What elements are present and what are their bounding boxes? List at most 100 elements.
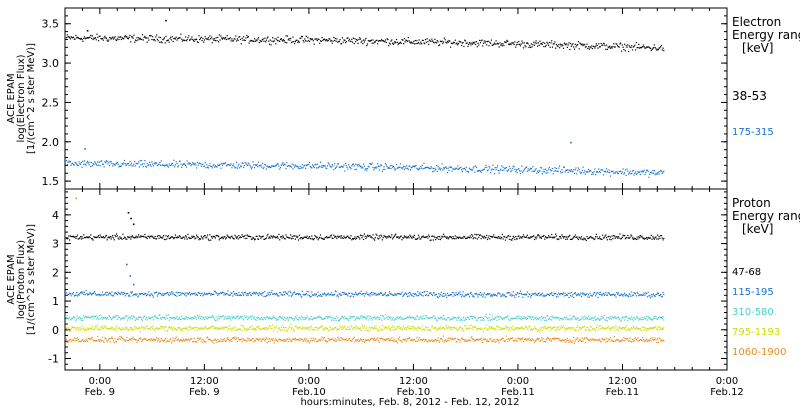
data-point: [348, 328, 350, 330]
data-point: [352, 238, 354, 240]
data-point: [396, 292, 398, 295]
data-point: [440, 168, 442, 170]
data-point: [415, 294, 417, 296]
data-point: [318, 237, 320, 239]
data-point: [233, 238, 235, 240]
data-point: [76, 37, 78, 39]
data-point: [268, 165, 271, 168]
data-point: [364, 329, 366, 331]
data-point: [533, 293, 535, 295]
data-point: [485, 314, 487, 316]
data-point: [339, 39, 341, 41]
data-point: [465, 166, 467, 168]
data-point: [624, 234, 626, 237]
data-point: [194, 292, 196, 294]
data-point: [631, 235, 633, 237]
data-point: [512, 165, 514, 167]
data-point: [157, 293, 159, 295]
data-point: [248, 42, 250, 44]
data-point: [210, 236, 213, 238]
data-point: [501, 294, 503, 296]
data-point: [501, 165, 503, 167]
data-point: [126, 326, 128, 329]
data-point: [583, 172, 585, 174]
data-point: [589, 169, 591, 172]
data-point: [119, 293, 121, 295]
data-point: [410, 169, 412, 171]
data-point: [247, 319, 249, 321]
data-point: [261, 316, 263, 319]
data-point: [607, 325, 609, 327]
data-point: [250, 238, 253, 240]
data-point: [208, 39, 210, 41]
data-point: [201, 327, 203, 329]
data-point: [239, 294, 241, 296]
data-point: [483, 40, 485, 42]
data-point: [490, 42, 492, 44]
data-point: [75, 162, 77, 164]
data-point: [646, 169, 648, 171]
data-point: [454, 294, 456, 297]
data-point: [87, 329, 89, 331]
data-point: [385, 41, 387, 44]
data-point: [641, 329, 643, 331]
data-point: [158, 314, 160, 316]
data-point: [69, 339, 71, 341]
data-point: [288, 38, 290, 40]
data-point: [276, 325, 278, 327]
data-point: [167, 236, 169, 238]
data-point: [428, 236, 430, 238]
data-point: [395, 294, 398, 296]
data-point: [660, 170, 663, 172]
data-point: [427, 237, 429, 239]
data-point: [594, 291, 596, 294]
data-point: [615, 325, 617, 327]
data-point: [351, 326, 353, 328]
data-point: [316, 237, 318, 239]
data-point: [341, 325, 343, 327]
data-point: [529, 317, 531, 319]
data-point: [75, 34, 77, 37]
data-point: [171, 328, 173, 330]
data-point: [208, 239, 210, 242]
data-point: [289, 327, 291, 329]
data-point: [228, 294, 230, 296]
data-point: [588, 315, 590, 317]
data-point: [578, 294, 580, 296]
data-point: [657, 317, 659, 319]
data-point: [382, 168, 384, 170]
data-point: [475, 43, 477, 46]
data-point: [79, 163, 81, 165]
data-point: [237, 39, 239, 41]
data-point: [596, 292, 598, 294]
data-point: [477, 328, 479, 330]
data-point: [162, 293, 164, 295]
data-point: [101, 38, 104, 40]
data-point: [122, 338, 124, 340]
data-point: [157, 40, 159, 42]
data-point: [152, 325, 155, 327]
data-point: [356, 294, 358, 296]
data-point: [310, 325, 312, 327]
data-point: [153, 292, 155, 294]
data-point: [304, 164, 306, 166]
data-point: [432, 235, 434, 237]
data-point: [317, 38, 319, 40]
data-point: [211, 167, 213, 169]
data-point: [315, 38, 317, 40]
data-point: [346, 328, 348, 330]
data-point: [479, 169, 481, 171]
data-point: [424, 236, 427, 238]
data-point: [224, 292, 226, 294]
data-point: [560, 237, 562, 239]
data-point: [482, 294, 485, 296]
data-point: [207, 293, 209, 295]
data-point: [526, 318, 528, 320]
data-point: [518, 295, 520, 298]
data-point: [498, 172, 500, 174]
data-point: [130, 339, 132, 341]
data-point: [243, 166, 245, 169]
data-point: [80, 291, 82, 294]
plot-frame: [64, 188, 728, 371]
data-point: [240, 236, 242, 238]
